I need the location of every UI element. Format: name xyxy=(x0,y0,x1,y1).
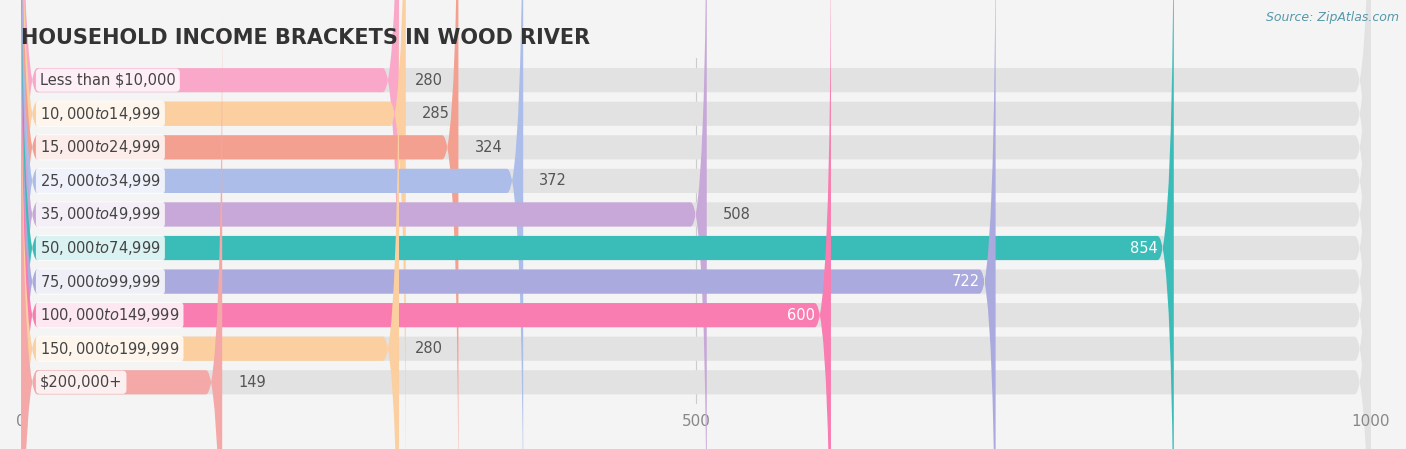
Text: $150,000 to $199,999: $150,000 to $199,999 xyxy=(39,340,180,358)
Text: HOUSEHOLD INCOME BRACKETS IN WOOD RIVER: HOUSEHOLD INCOME BRACKETS IN WOOD RIVER xyxy=(21,28,591,48)
FancyBboxPatch shape xyxy=(21,0,1371,449)
Text: $15,000 to $24,999: $15,000 to $24,999 xyxy=(39,138,160,156)
Text: 280: 280 xyxy=(415,73,443,88)
FancyBboxPatch shape xyxy=(21,0,523,449)
FancyBboxPatch shape xyxy=(21,0,406,449)
Text: 285: 285 xyxy=(422,106,450,121)
FancyBboxPatch shape xyxy=(21,0,1371,449)
Text: 324: 324 xyxy=(475,140,502,155)
FancyBboxPatch shape xyxy=(21,0,1371,449)
Text: $10,000 to $14,999: $10,000 to $14,999 xyxy=(39,105,160,123)
FancyBboxPatch shape xyxy=(21,0,1371,449)
Text: Less than $10,000: Less than $10,000 xyxy=(39,73,176,88)
FancyBboxPatch shape xyxy=(21,0,399,449)
FancyBboxPatch shape xyxy=(21,0,1371,449)
Text: $35,000 to $49,999: $35,000 to $49,999 xyxy=(39,206,160,224)
Text: $75,000 to $99,999: $75,000 to $99,999 xyxy=(39,273,160,291)
Text: 854: 854 xyxy=(1130,241,1157,255)
Text: 372: 372 xyxy=(540,173,567,189)
Text: $200,000+: $200,000+ xyxy=(39,375,122,390)
FancyBboxPatch shape xyxy=(21,0,399,449)
Text: 280: 280 xyxy=(415,341,443,356)
Text: $50,000 to $74,999: $50,000 to $74,999 xyxy=(39,239,160,257)
FancyBboxPatch shape xyxy=(21,0,1371,449)
FancyBboxPatch shape xyxy=(21,0,1371,449)
FancyBboxPatch shape xyxy=(21,0,995,449)
FancyBboxPatch shape xyxy=(21,0,831,449)
FancyBboxPatch shape xyxy=(21,0,458,449)
FancyBboxPatch shape xyxy=(21,0,1371,449)
Text: $25,000 to $34,999: $25,000 to $34,999 xyxy=(39,172,160,190)
FancyBboxPatch shape xyxy=(21,0,1371,449)
FancyBboxPatch shape xyxy=(21,0,1174,449)
FancyBboxPatch shape xyxy=(21,0,707,449)
Text: Source: ZipAtlas.com: Source: ZipAtlas.com xyxy=(1265,11,1399,24)
Text: 149: 149 xyxy=(239,375,266,390)
Text: 508: 508 xyxy=(723,207,751,222)
FancyBboxPatch shape xyxy=(21,0,222,449)
Text: 722: 722 xyxy=(952,274,980,289)
Text: 600: 600 xyxy=(787,308,814,323)
Text: $100,000 to $149,999: $100,000 to $149,999 xyxy=(39,306,180,324)
FancyBboxPatch shape xyxy=(21,0,1371,449)
